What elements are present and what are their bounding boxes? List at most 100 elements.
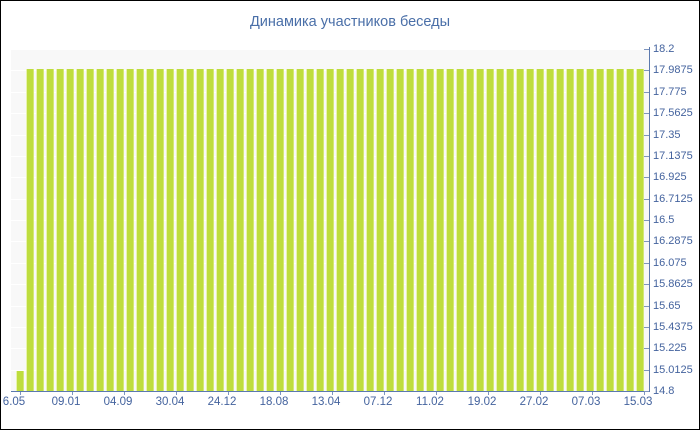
x-axis-tick [644, 392, 645, 395]
bar [636, 69, 644, 391]
y-axis-label: 15.0125 [653, 364, 693, 376]
bar [136, 69, 144, 391]
x-axis-label: 19.02 [467, 396, 497, 408]
y-axis-label: 17.35 [653, 129, 681, 141]
y-axis-label: 16.925 [653, 171, 687, 183]
x-axis-tick [332, 392, 333, 395]
bar [596, 69, 604, 391]
y-axis-tick [644, 241, 649, 242]
y-axis-tick [644, 156, 649, 157]
x-axis-label: 13.04 [311, 396, 341, 408]
bar [456, 69, 464, 391]
bar [206, 69, 214, 391]
bar [466, 69, 474, 391]
chart-title: Динамика участников беседы [249, 14, 451, 30]
bar [476, 69, 484, 391]
y-axis-tick [644, 306, 649, 307]
bar [96, 69, 104, 391]
x-axis-tick [384, 392, 385, 395]
x-axis-label: 07.12 [363, 396, 393, 408]
y-axis-label: 14.8 [653, 385, 675, 397]
bar [116, 69, 124, 391]
bar [356, 69, 364, 391]
bar [196, 69, 204, 391]
bar [276, 69, 284, 391]
y-axis-label: 17.9875 [653, 64, 693, 76]
bar [66, 69, 74, 391]
y-axis-tick [644, 220, 649, 221]
bar [446, 69, 454, 391]
y-axis-label: 15.8625 [653, 278, 693, 290]
y-axis-tick [644, 49, 649, 50]
bar [536, 69, 544, 391]
y-axis-label: 16.075 [653, 257, 687, 269]
x-axis-tick [124, 392, 125, 395]
x-axis-tick [228, 392, 229, 395]
bar [146, 69, 154, 391]
x-axis-label: 27.02 [519, 396, 549, 408]
bar [316, 69, 324, 391]
x-axis-label: 07.03 [571, 396, 601, 408]
bar [166, 69, 174, 391]
bar [616, 69, 624, 391]
bar [246, 69, 254, 391]
y-axis-tick [644, 199, 649, 200]
y-axis-label: 15.225 [653, 342, 687, 354]
bar [566, 69, 574, 391]
y-axis-label: 18.2 [653, 43, 675, 55]
bar [496, 69, 504, 391]
x-axis-tick [592, 392, 593, 395]
y-axis-tick [644, 92, 649, 93]
y-axis-label: 16.2875 [653, 235, 693, 247]
y-axis-tick [644, 177, 649, 178]
x-axis-tick [72, 392, 73, 395]
x-axis-label: 04.09 [103, 396, 133, 408]
bar [286, 69, 294, 391]
bar [386, 69, 394, 391]
bar [256, 69, 264, 391]
bar [366, 69, 374, 391]
gridline [11, 49, 649, 50]
y-axis-label: 17.775 [653, 86, 687, 98]
bar [186, 69, 194, 391]
y-axis-tick [644, 263, 649, 264]
x-axis-label: 18.08 [259, 396, 289, 408]
bar [76, 69, 84, 391]
x-axis-tick [176, 392, 177, 395]
bar [376, 69, 384, 391]
bar [416, 69, 424, 391]
bar [406, 69, 414, 391]
y-axis-label: 16.7125 [653, 193, 693, 205]
x-axis-label: 09.01 [51, 396, 81, 408]
y-axis-tick [644, 70, 649, 71]
y-axis-label: 17.5625 [653, 107, 693, 119]
x-axis-label: 30.04 [155, 396, 185, 408]
y-axis-tick [644, 284, 649, 285]
bar [346, 69, 354, 391]
bar [26, 69, 34, 391]
y-axis-tick [644, 348, 649, 349]
x-axis-tick [280, 392, 281, 395]
y-axis-tick [644, 327, 649, 328]
y-axis-tick [644, 135, 649, 136]
bar [176, 69, 184, 391]
bar [336, 69, 344, 391]
bar [56, 69, 64, 391]
plot-area [11, 49, 649, 391]
bars-container [16, 69, 644, 391]
bar [396, 69, 404, 391]
bar [36, 69, 44, 391]
bar [436, 69, 444, 391]
x-axis-tick [436, 392, 437, 395]
y-axis-label: 15.4375 [653, 321, 693, 333]
x-axis-line [11, 391, 650, 392]
bar [86, 69, 94, 391]
bar [156, 69, 164, 391]
bar [426, 69, 434, 391]
x-axis-label: 6.05 [2, 396, 26, 408]
bar [306, 69, 314, 391]
bar [296, 69, 304, 391]
bar [326, 69, 334, 391]
y-axis-tick [644, 391, 649, 392]
